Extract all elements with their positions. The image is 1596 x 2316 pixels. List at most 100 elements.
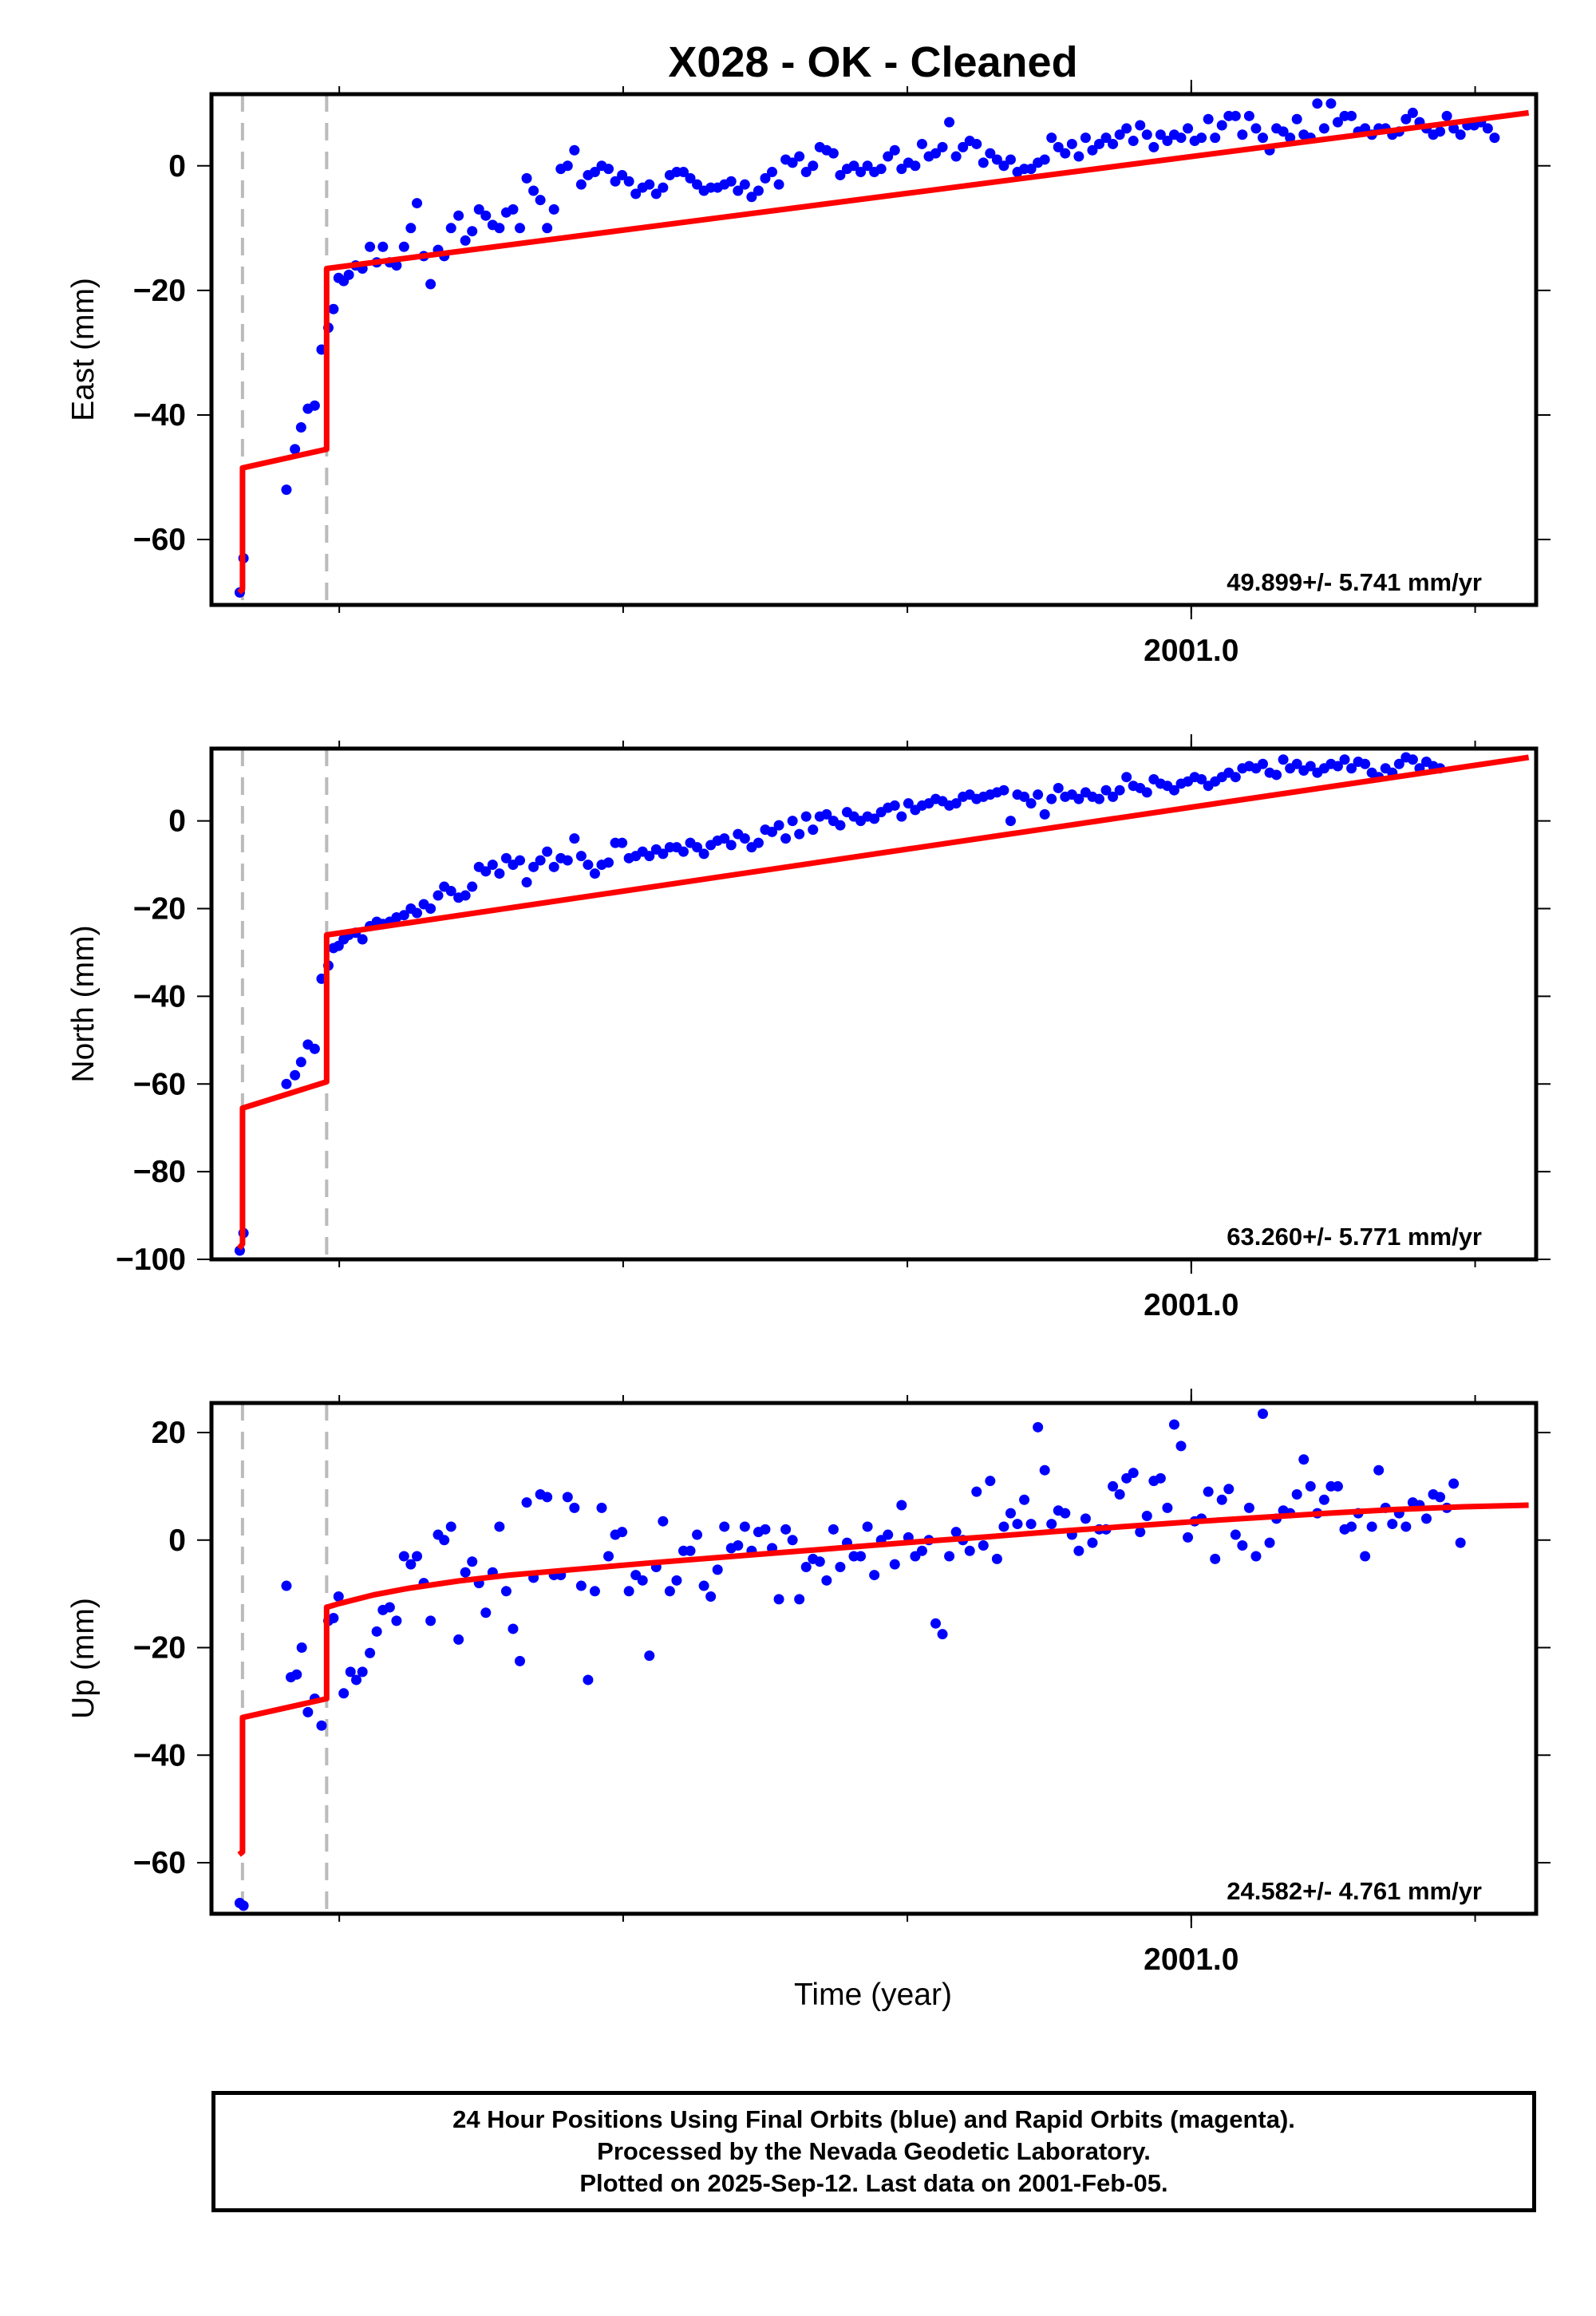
data-point bbox=[971, 1486, 982, 1497]
data-point bbox=[1162, 136, 1173, 147]
data-point bbox=[1387, 1519, 1398, 1530]
data-point bbox=[480, 866, 492, 877]
data-point bbox=[1019, 1494, 1030, 1505]
data-point bbox=[1476, 0, 1486, 6]
data-point bbox=[746, 192, 757, 203]
data-point bbox=[1128, 1468, 1139, 1479]
data-point bbox=[862, 1521, 873, 1532]
data-point bbox=[1080, 1513, 1091, 1524]
data-point bbox=[650, 188, 662, 200]
data-point bbox=[357, 1666, 368, 1678]
velocity-rate-label: 63.260+/- 5.771 mm/yr bbox=[1227, 1223, 1482, 1251]
data-point bbox=[1291, 113, 1302, 124]
data-point bbox=[896, 1500, 907, 1511]
data-point bbox=[460, 235, 471, 246]
x-tick-label: 2001.0 bbox=[1144, 1943, 1238, 1977]
data-point bbox=[494, 868, 505, 879]
data-point bbox=[1141, 129, 1152, 140]
data-point bbox=[950, 1527, 962, 1538]
data-point bbox=[589, 1586, 600, 1597]
data-point bbox=[739, 1521, 750, 1532]
data-point bbox=[998, 785, 1009, 796]
data-point bbox=[1243, 110, 1254, 121]
data-point bbox=[1455, 1537, 1466, 1548]
panel-frame bbox=[209, 1401, 1539, 1916]
data-point bbox=[1175, 132, 1187, 144]
data-point bbox=[814, 1556, 825, 1567]
data-point bbox=[1469, 0, 1479, 6]
data-point bbox=[767, 167, 778, 178]
data-point bbox=[500, 1586, 512, 1597]
data-point bbox=[998, 160, 1009, 172]
velocity-rate-label: 49.899+/- 5.741 mm/yr bbox=[1227, 568, 1482, 596]
data-point bbox=[445, 1521, 456, 1532]
data-point bbox=[1332, 117, 1343, 128]
y-tick-label: 20 bbox=[152, 1416, 186, 1450]
data-point bbox=[1455, 129, 1466, 140]
data-point bbox=[453, 210, 464, 221]
data-point bbox=[467, 226, 478, 237]
data-point bbox=[328, 303, 339, 314]
data-point bbox=[623, 176, 634, 187]
data-point bbox=[589, 868, 600, 879]
data-point bbox=[1517, 0, 1527, 6]
data-point bbox=[1523, 0, 1534, 6]
data-point bbox=[916, 1545, 927, 1556]
data-point bbox=[412, 198, 423, 209]
data-point bbox=[445, 886, 456, 897]
y-tick-label: −20 bbox=[133, 892, 186, 927]
data-point bbox=[569, 833, 580, 844]
data-point bbox=[937, 1629, 948, 1640]
data-point bbox=[739, 179, 750, 190]
data-point bbox=[391, 1615, 402, 1626]
data-point bbox=[1456, 0, 1466, 6]
y-axis-title: North (mm) bbox=[66, 925, 101, 1082]
data-point bbox=[1332, 761, 1343, 772]
data-point bbox=[1168, 1419, 1179, 1430]
data-point bbox=[855, 167, 867, 178]
data-point bbox=[467, 1556, 478, 1567]
data-point bbox=[333, 1591, 344, 1603]
data-point bbox=[1483, 0, 1493, 6]
data-point bbox=[1141, 1510, 1152, 1521]
data-point bbox=[548, 861, 559, 872]
data-point bbox=[1039, 1464, 1050, 1476]
data-point bbox=[1100, 132, 1112, 144]
data-point bbox=[644, 179, 655, 190]
data-point bbox=[542, 223, 553, 234]
data-point bbox=[780, 833, 792, 844]
data-point bbox=[1223, 1484, 1235, 1495]
data-point bbox=[535, 855, 546, 866]
plot-area bbox=[234, 0, 1534, 1914]
data-point bbox=[1114, 785, 1125, 796]
data-point bbox=[1462, 0, 1472, 6]
data-point bbox=[835, 1561, 846, 1572]
data-point bbox=[398, 910, 409, 921]
data-point bbox=[548, 204, 559, 215]
data-point bbox=[345, 1666, 356, 1678]
data-point bbox=[1203, 113, 1214, 124]
data-point bbox=[780, 1524, 792, 1535]
y-tick-label: −100 bbox=[116, 1243, 186, 1277]
data-point bbox=[480, 1607, 492, 1618]
data-point bbox=[610, 176, 621, 187]
data-point bbox=[698, 848, 709, 860]
data-point bbox=[460, 890, 471, 901]
data-point bbox=[1080, 132, 1091, 144]
panel-east: 2001.0 0 −20 −40 −60 East (mm) 49.899+/- 5.741… bbox=[66, 0, 1551, 668]
data-point bbox=[760, 172, 771, 184]
data-point bbox=[1183, 123, 1194, 134]
data-point bbox=[425, 1615, 437, 1626]
data-point bbox=[978, 1540, 989, 1551]
data-point bbox=[1291, 1489, 1302, 1500]
data-point bbox=[692, 842, 703, 853]
data-point bbox=[1448, 0, 1459, 6]
data-point bbox=[719, 1521, 730, 1532]
data-point bbox=[1291, 758, 1302, 769]
data-point bbox=[1482, 123, 1493, 134]
data-point bbox=[238, 1900, 249, 1911]
data-point bbox=[1332, 1480, 1343, 1492]
data-point bbox=[569, 1502, 580, 1513]
data-point bbox=[808, 824, 819, 836]
data-point bbox=[678, 846, 689, 857]
